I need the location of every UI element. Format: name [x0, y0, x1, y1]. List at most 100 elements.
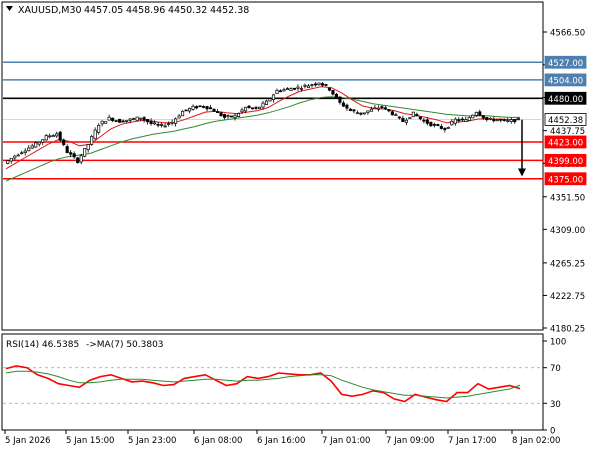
rsi-line	[5, 365, 521, 403]
candle-body-63	[226, 115, 230, 117]
candle-body-62	[222, 114, 227, 118]
price-tick-label-8: 4222.75	[550, 292, 585, 302]
collapse-triangle-icon[interactable]	[6, 6, 13, 11]
candle-body-45	[163, 125, 167, 128]
target-arrow	[518, 119, 526, 177]
candle-body-89	[317, 82, 321, 86]
rsi-tick-label-0: 0	[550, 427, 555, 437]
candle-body-35	[128, 118, 132, 121]
price-tick-label-0: 4566.50	[550, 29, 585, 39]
candle-body-103	[366, 110, 370, 113]
candle-body-133	[471, 114, 475, 119]
candle-body-4	[20, 152, 24, 155]
level-label-1: 4504.00	[548, 76, 583, 86]
time-tick-label-3: 6 Jan 08:00	[194, 436, 242, 446]
candle-body-36	[132, 118, 136, 120]
rsi-y-axis: 100 70 30 0	[543, 338, 566, 437]
candle-body-122	[432, 123, 436, 126]
candle-body-30	[111, 117, 115, 121]
candle-body-126	[446, 127, 450, 129]
candle-body-67	[240, 109, 244, 113]
candle-body-15	[58, 131, 62, 141]
candle-body-109	[387, 109, 391, 112]
candle-body-50	[181, 110, 185, 117]
candle-body-87	[310, 84, 314, 86]
level-label-6: 4375.00	[548, 175, 583, 185]
candle-body-41	[149, 120, 153, 124]
level-label-5: 4399.00	[548, 157, 583, 167]
candle-body-130	[460, 118, 464, 121]
price-panel-frame	[1, 1, 544, 331]
candle-body-91	[324, 84, 328, 86]
candle-body-141	[499, 118, 503, 121]
candle-body-40	[146, 119, 150, 123]
candle-body-106	[376, 107, 380, 110]
time-tick-label-1: 5 Jan 15:00	[66, 436, 114, 446]
candle-body-123	[436, 124, 440, 127]
candle-body-116	[411, 111, 415, 118]
candle-body-1	[9, 157, 13, 162]
rsi-tick-label-100: 100	[550, 338, 566, 348]
candle-body-138	[488, 118, 492, 120]
candle-body-144	[509, 119, 513, 122]
candle-body-65	[233, 114, 237, 118]
candle-body-69	[247, 105, 251, 109]
candle-body-7	[30, 145, 34, 149]
candle-body-18	[69, 152, 73, 155]
candle-body-117	[415, 114, 419, 117]
candle-body-37	[135, 116, 139, 121]
candle-body-32	[118, 119, 122, 123]
candle-body-96	[341, 102, 345, 107]
candle-body-84	[299, 87, 304, 90]
candle-body-120	[425, 119, 429, 124]
level-label-box-3	[544, 113, 587, 126]
time-tick-label-2: 5 Jan 23:00	[128, 436, 176, 446]
candle-body-5	[23, 150, 27, 154]
candle-body-88	[313, 83, 317, 86]
candle-body-132	[467, 117, 471, 121]
candle-body-49	[177, 115, 181, 119]
candle-body-48	[174, 118, 178, 124]
candle-body-121	[429, 121, 433, 127]
time-tick-label-6: 7 Jan 09:00	[386, 436, 434, 446]
level-label-box-1	[544, 73, 587, 87]
candle-body-9	[37, 141, 41, 145]
candle-body-93	[331, 89, 335, 95]
candle-body-24	[90, 136, 94, 145]
candle-body-107	[380, 106, 384, 108]
candle-body-137	[485, 117, 489, 121]
candle-body-83	[296, 86, 300, 89]
candle-body-118	[418, 116, 422, 120]
price-level-labels: 4527.00 4504.00 4480.00 4452.38 4423.00 4399.…	[544, 55, 587, 185]
level-label-box-2	[544, 91, 587, 105]
candle-body-131	[464, 119, 468, 123]
candle-body-39	[142, 117, 146, 121]
candle-body-71	[254, 107, 258, 109]
ma-slow-line	[5, 96, 520, 182]
candle-body-33	[121, 120, 125, 123]
candle-body-139	[492, 118, 496, 122]
candle-body-47	[170, 121, 174, 124]
candle-body-94	[334, 93, 338, 98]
candle-body-56	[202, 106, 206, 108]
time-x-axis: 5 Jan 2026 5 Jan 15:00 5 Jan 23:00 6 Jan 08…	[4, 430, 560, 446]
time-tick-label-4: 6 Jan 16:00	[257, 436, 305, 446]
candle-body-55	[198, 105, 202, 108]
rsi-indicator	[3, 365, 543, 404]
candle-body-43	[156, 124, 160, 126]
candle-body-127	[450, 120, 454, 126]
candle-body-31	[114, 120, 118, 122]
candle-body-119	[422, 119, 426, 122]
rsi-header-ma: ->MA(7) 50.3803	[86, 340, 164, 350]
candle-body-73	[261, 102, 265, 108]
rsi-tick-label-30: 30	[550, 400, 561, 410]
candle-body-129	[457, 119, 461, 121]
candle-body-104	[369, 108, 373, 112]
candle-body-85	[303, 84, 307, 87]
candle-body-25	[93, 129, 97, 140]
candle-body-128	[453, 118, 457, 124]
candle-body-38	[139, 117, 143, 120]
candle-body-80	[285, 88, 290, 90]
candle-body-90	[320, 83, 324, 86]
